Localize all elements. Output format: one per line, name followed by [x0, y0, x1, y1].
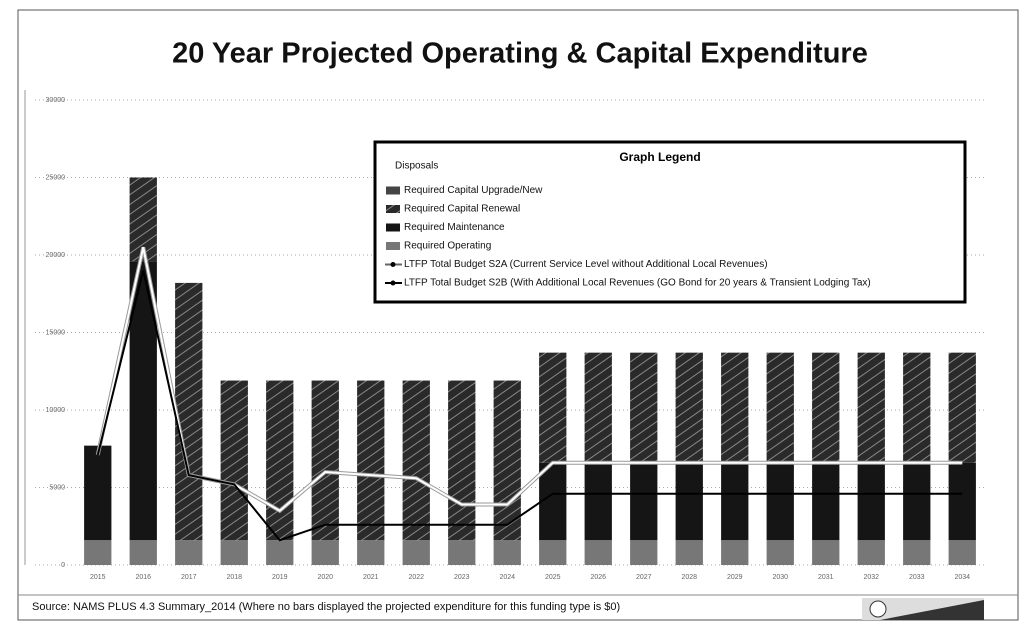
bar-segment: [175, 540, 203, 565]
bar-segment: [584, 462, 612, 541]
x-tick-label: 2026: [590, 574, 606, 581]
bar-segment: [220, 540, 248, 565]
logo: [862, 598, 984, 620]
legend-label: Required Capital Renewal: [404, 204, 520, 215]
legend-box: [373, 140, 967, 304]
x-tick-label: 2021: [363, 574, 379, 581]
x-tick-label: 2030: [772, 574, 788, 581]
legend-swatch: [386, 186, 400, 195]
legend-swatch: [390, 262, 396, 267]
bar-segment: [630, 540, 658, 565]
legend-label: Disposals: [395, 161, 438, 172]
legend-label: Required Maintenance: [404, 222, 505, 233]
bar-segment: [584, 352, 612, 463]
bar-segment: [402, 380, 430, 541]
bar-segment: [721, 462, 749, 541]
bar-segment: [903, 540, 931, 565]
bar-segment: [493, 540, 521, 565]
legend: Graph Legend Disposals Required Capital Up…: [373, 140, 967, 304]
bar-segment: [857, 352, 885, 463]
bar-segment: [721, 352, 749, 463]
x-tick-label: 2019: [272, 574, 288, 581]
legend-title: Graph Legend: [619, 150, 700, 164]
x-tick-label: 2020: [317, 574, 333, 581]
frame: [17, 9, 1019, 621]
x-tick-label: 2022: [408, 574, 424, 581]
x-tick-label: 2029: [727, 574, 743, 581]
bar-segment: [812, 352, 840, 463]
legend-label: Required Capital Upgrade/New: [404, 185, 543, 196]
x-tick-label: 2018: [226, 574, 242, 581]
bar-segment: [766, 462, 794, 541]
bar-segment: [357, 380, 385, 541]
bar-segment: [175, 282, 203, 541]
line-series: [96, 247, 963, 512]
bar-segment: [220, 380, 248, 541]
bar-segment: [766, 352, 794, 463]
chart-title: 20 Year Projected Operating & Capital Ex…: [172, 38, 868, 70]
legend-swatch: [386, 242, 400, 250]
bar-segment: [311, 380, 339, 541]
bar-segment: [357, 540, 385, 565]
x-tick-label: 2023: [454, 574, 470, 581]
bar-segment: [584, 540, 612, 565]
bar-segment: [266, 380, 294, 541]
bar-segment: [766, 540, 794, 565]
x-tick-label: 2034: [954, 574, 970, 581]
bar-segment: [903, 352, 931, 463]
bar-segment: [630, 462, 658, 541]
bar-segment: [539, 352, 567, 463]
bar-segment: [948, 540, 976, 565]
bar-segment: [630, 352, 658, 463]
x-tick-label: 2015: [90, 574, 106, 581]
y-tick-label: 5000: [49, 484, 65, 491]
bar-segment: [539, 462, 567, 541]
x-tick-label: 2032: [863, 574, 879, 581]
bar-segment: [903, 462, 931, 541]
source-note: Source: NAMS PLUS 4.3 Summary_2014 (Wher…: [32, 601, 620, 613]
bar-segment: [448, 380, 476, 541]
x-tick-label: 2017: [181, 574, 197, 581]
bar-segment: [448, 540, 476, 565]
bar-segment: [857, 540, 885, 565]
legend-label: LTFP Total Budget S2A (Current Service L…: [404, 259, 768, 270]
bar-segment: [539, 540, 567, 565]
bar-segment: [812, 462, 840, 541]
bar-segment: [675, 462, 703, 541]
legend-label: LTFP Total Budget S2B (With Additional L…: [404, 278, 871, 289]
x-tick-label: 2024: [499, 574, 515, 581]
bar-segment: [812, 540, 840, 565]
bar-segment: [675, 540, 703, 565]
x-tick-label: 2025: [545, 574, 561, 581]
bar-segment: [311, 540, 339, 565]
bar-segment: [129, 540, 157, 565]
legend-swatch: [386, 205, 400, 213]
bar-segment: [402, 540, 430, 565]
x-tick-label: 2028: [681, 574, 697, 581]
legend-label: Required Operating: [404, 241, 491, 252]
bar-segment: [857, 462, 885, 541]
legend-swatch: [390, 280, 396, 286]
x-tick-label: 2031: [818, 574, 834, 581]
line-series: [96, 270, 963, 542]
bar-segment: [675, 352, 703, 463]
bar-segment: [948, 462, 976, 541]
x-tick-label: 2016: [135, 574, 151, 581]
bar-segment: [84, 540, 112, 565]
bar-segment: [721, 540, 749, 565]
legend-swatch: [386, 223, 400, 232]
x-tick-label: 2033: [909, 574, 925, 581]
bar-segment: [266, 540, 294, 565]
bar-segment: [84, 445, 112, 541]
x-tick-label: 2027: [636, 574, 652, 581]
bar-segment: [948, 352, 976, 463]
bar-segment: [493, 380, 521, 541]
